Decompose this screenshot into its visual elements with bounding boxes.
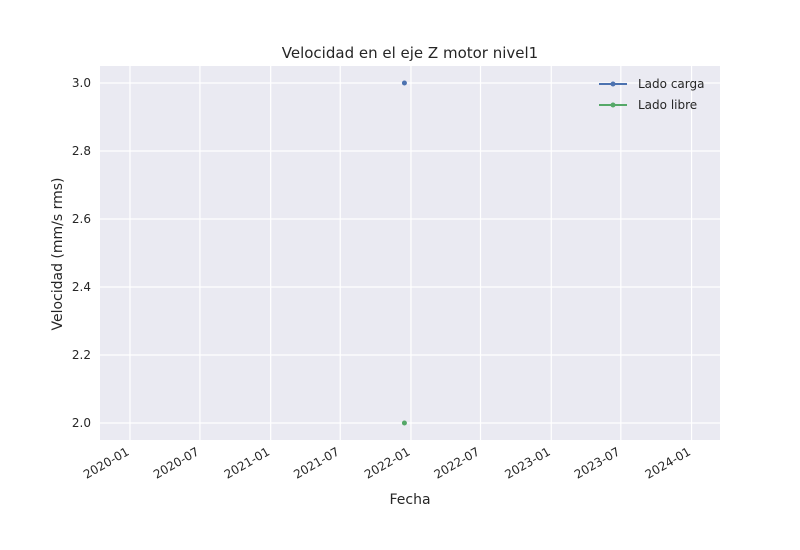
y-tick-label: 2.8 [72, 144, 91, 158]
y-axis-ticks: 2.0 2.2 2.4 2.6 2.8 3.0 [72, 76, 91, 430]
x-tick-label: 2024-01 [643, 444, 693, 481]
y-tick-label: 3.0 [72, 76, 91, 90]
x-axis-label: Fecha [389, 492, 430, 508]
grid [100, 66, 720, 440]
y-tick-label: 2.2 [72, 348, 91, 362]
legend-label: Lado carga [638, 77, 704, 91]
x-axis-ticks: 2020-01 2020-07 2021-01 2021-07 2022-01 2022-… [81, 444, 693, 481]
x-tick-label: 2021-07 [291, 444, 341, 481]
plot-area [100, 66, 720, 440]
chart-title: Velocidad en el eje Z motor nivel1 [282, 44, 538, 62]
x-tick-label: 2020-07 [151, 444, 201, 481]
x-tick-label: 2023-07 [572, 444, 622, 481]
series-layer [401, 80, 407, 426]
x-tick-label: 2023-01 [502, 444, 552, 481]
legend-marker [610, 81, 616, 87]
y-tick-label: 2.4 [72, 280, 91, 294]
x-tick-label: 2021-01 [222, 444, 272, 481]
x-tick-label: 2022-01 [362, 444, 412, 481]
legend-marker [610, 102, 616, 108]
x-tick-label: 2020-01 [81, 444, 131, 481]
data-point [401, 80, 407, 86]
y-axis-label: Velocidad (mm/s rms) [50, 177, 66, 330]
data-point [401, 420, 407, 426]
legend-label: Lado libre [638, 98, 697, 112]
y-tick-label: 2.6 [72, 212, 91, 226]
x-tick-label: 2022-07 [432, 444, 482, 481]
y-tick-label: 2.0 [72, 416, 91, 430]
legend: Lado carga Lado libre [599, 77, 704, 112]
